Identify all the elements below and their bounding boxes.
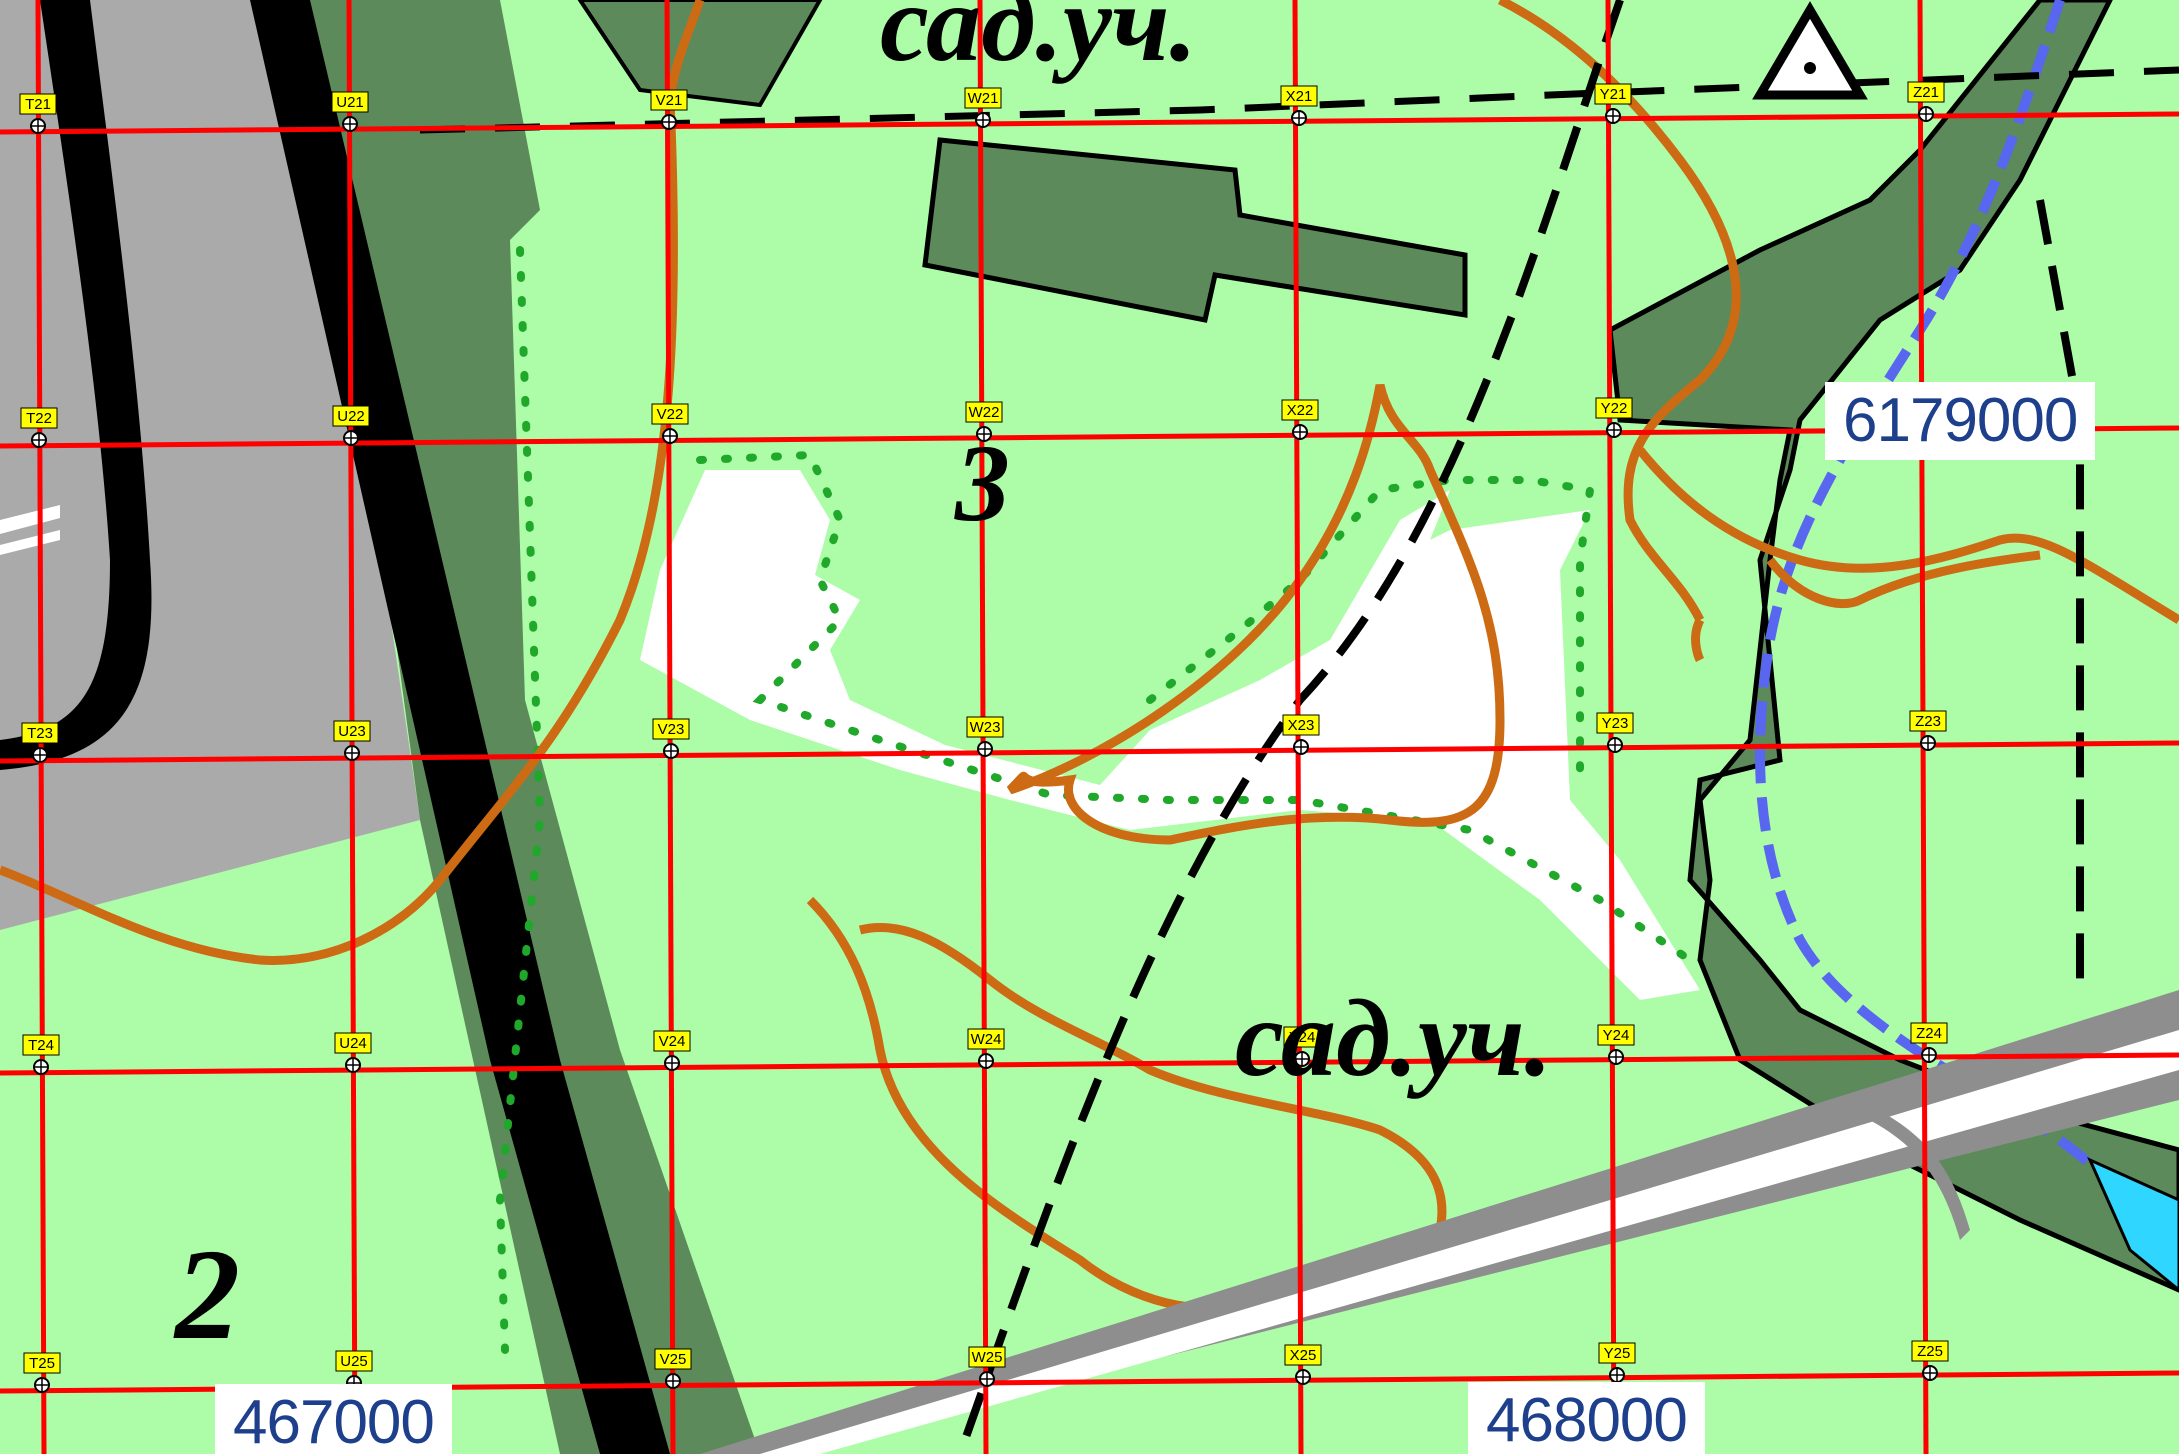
grid-cell-text: Y22 (1601, 400, 1628, 417)
easting-label-right: 468000 (1468, 1382, 1705, 1454)
northing-label: 6179000 (1825, 382, 2095, 460)
label-number-3: 3 (955, 420, 1010, 547)
grid-cell-text: W24 (971, 1031, 1002, 1048)
grid-cell-text: Y24 (1603, 1027, 1630, 1044)
grid-cell-text: V25 (660, 1351, 687, 1368)
grid-cell-text: X23 (1288, 717, 1315, 734)
grid-cell-text: Z25 (1917, 1343, 1943, 1360)
grid-cell-text: Z24 (1916, 1025, 1942, 1042)
grid-cell-text: U25 (340, 1353, 368, 1370)
grid-cell-text: U21 (336, 94, 364, 111)
label-garden-bottom: сад.уч. (1235, 975, 1552, 1102)
grid-cell-text: W25 (972, 1349, 1003, 1366)
grid-cell-text: Z21 (1913, 84, 1939, 101)
grid-cell-text: T25 (29, 1355, 55, 1372)
grid-cell-text: T23 (27, 725, 53, 742)
grid-cell-text: X21 (1286, 88, 1313, 105)
label-garden-top: сад.уч. (880, 0, 1197, 87)
grid-cell-text: V24 (659, 1033, 686, 1050)
grid-cell-text: Y21 (1600, 86, 1627, 103)
easting-label-left: 467000 (215, 1384, 452, 1454)
grid-cell-text: W21 (968, 90, 999, 107)
grid-cell-text: T22 (26, 410, 52, 427)
grid-cell-text: Y25 (1604, 1345, 1631, 1362)
grid-cell-text: T21 (25, 96, 51, 113)
grid-cell-text: U22 (337, 408, 365, 425)
grid-cell-text: V23 (658, 721, 685, 738)
grid-cell-text: X25 (1290, 1347, 1317, 1364)
grid-cell-text: W23 (970, 719, 1001, 736)
grid-cell-text: V21 (656, 92, 683, 109)
grid-cell-text: V22 (657, 406, 684, 423)
grid-cell-text: U24 (339, 1035, 367, 1052)
grid-cell-text: W22 (969, 404, 1000, 421)
grid-cell-text: U23 (338, 723, 366, 740)
label-number-2: 2 (175, 1220, 240, 1370)
grid-cell-text: Y23 (1602, 715, 1629, 732)
grid-cell-text: T24 (28, 1037, 54, 1054)
grid-cell-text: X22 (1287, 402, 1314, 419)
grid-cell-text: Z23 (1915, 713, 1941, 730)
